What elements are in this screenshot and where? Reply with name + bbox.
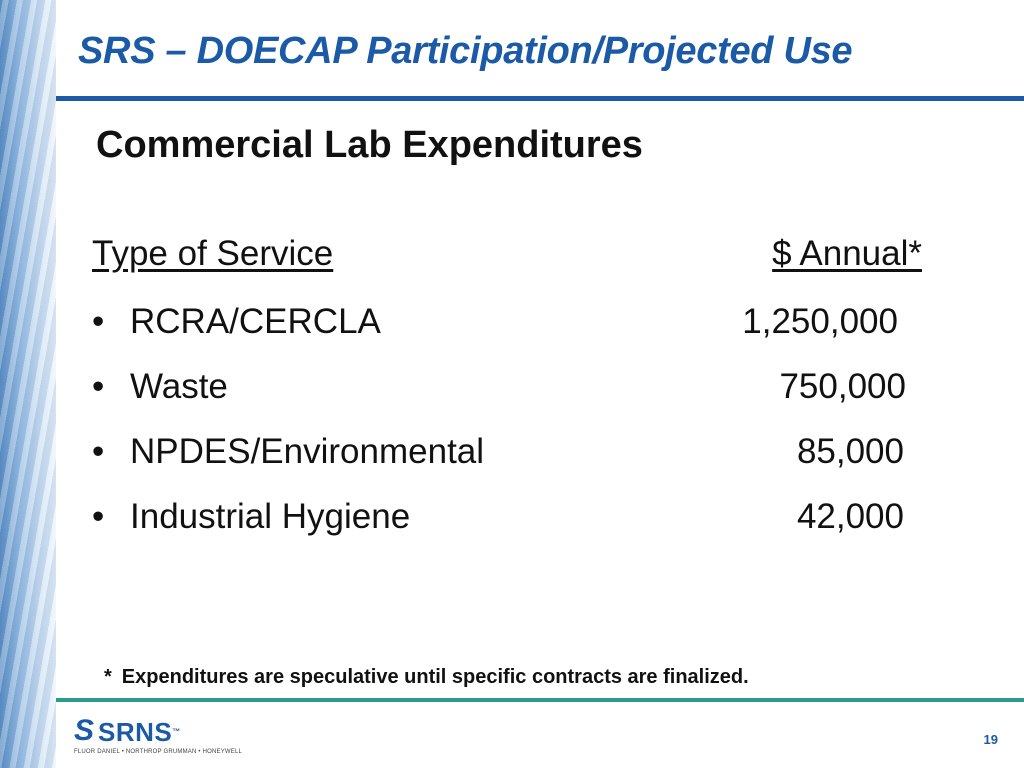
expenditure-row: • Waste 750,000 — [92, 367, 922, 413]
srns-logo-name: SRNS™ — [98, 718, 181, 746]
srns-logo: S SRNS™ FLUOR DANIEL • NORTHROP GRUMMAN … — [74, 714, 242, 760]
column-header-service: Type of Service — [92, 234, 334, 273]
annual-amount: 1,250,000 — [742, 302, 898, 341]
srns-logo-mark-icon: S — [74, 714, 95, 747]
service-label: Waste — [130, 367, 228, 406]
service-label: Industrial Hygiene — [130, 497, 411, 536]
bullet-icon: • — [92, 302, 105, 341]
bullet-icon: • — [92, 432, 105, 471]
annual-amount: 42,000 — [796, 497, 904, 536]
decorative-side-band — [0, 0, 56, 768]
service-label: NPDES/Environmental — [130, 432, 485, 471]
service-label: RCRA/CERCLA — [130, 302, 381, 341]
srns-logo-text: SRNS — [98, 717, 173, 747]
footnote-text: Expenditures are speculative until speci… — [121, 666, 749, 688]
footer-divider — [56, 698, 1024, 702]
expenditure-row: • RCRA/CERCLA 1,250,000 — [92, 302, 922, 348]
page-number: 19 — [983, 732, 998, 747]
footnote: * Expenditures are speculative until spec… — [104, 666, 749, 689]
footnote-marker: * — [104, 666, 112, 688]
annual-amount: 750,000 — [779, 367, 906, 406]
trademark-symbol: ™ — [172, 727, 181, 736]
bullet-icon: • — [92, 497, 105, 536]
expenditure-row: • NPDES/Environmental 85,000 — [92, 432, 922, 478]
slide-subtitle: Commercial Lab Expenditures — [96, 124, 643, 166]
slide-title: SRS – DOECAP Participation/Projected Use — [78, 30, 853, 72]
annual-amount: 85,000 — [796, 432, 904, 471]
title-divider — [56, 96, 1024, 101]
column-header-annual: $ Annual* — [772, 234, 922, 273]
logo-partners-text: FLUOR DANIEL • NORTHROP GRUMMAN • HONEYW… — [74, 749, 243, 755]
bullet-icon: • — [92, 367, 105, 406]
expenditure-row: • Industrial Hygiene 42,000 — [92, 497, 922, 543]
